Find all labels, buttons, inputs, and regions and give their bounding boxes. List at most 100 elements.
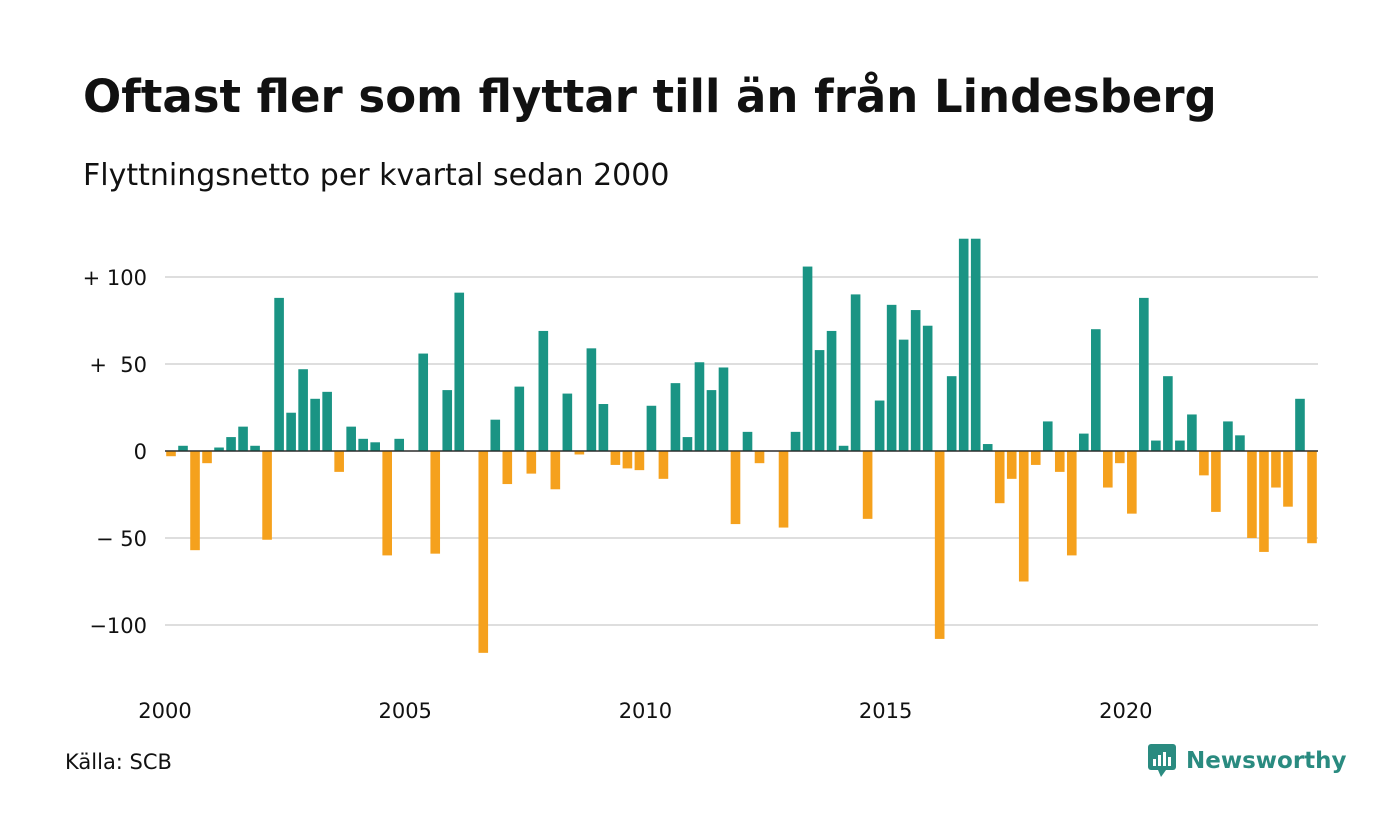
bar [1211, 451, 1221, 512]
bar [706, 390, 717, 451]
brand-logo: Newsworthy [1148, 744, 1347, 778]
chart-title: Oftast fler som flyttar till än från Lin… [83, 70, 1217, 123]
bar [202, 451, 212, 464]
bar [1115, 451, 1125, 464]
newsworthy-logo-icon [1148, 744, 1176, 777]
bar [646, 405, 657, 451]
x-tick-label: 2020 [1099, 699, 1152, 723]
bar [802, 266, 813, 451]
bar [490, 419, 501, 451]
bar [778, 451, 789, 528]
x-tick-label: 2000 [138, 699, 191, 723]
y-tick-label: − 50 [96, 527, 147, 551]
bar [1283, 451, 1293, 507]
bar [1103, 451, 1113, 488]
bar [262, 451, 272, 540]
bar [910, 310, 921, 451]
bar [790, 431, 801, 451]
bar [1271, 451, 1281, 488]
bar [862, 451, 873, 519]
bar [1030, 451, 1041, 465]
bar [718, 367, 729, 451]
bar [1163, 376, 1173, 451]
bar [286, 412, 296, 451]
bar [1175, 440, 1185, 451]
bar [814, 350, 825, 451]
bar [1078, 433, 1089, 451]
bar [850, 294, 861, 451]
bar [1223, 421, 1233, 451]
x-tick-label: 2010 [619, 699, 672, 723]
bar [346, 426, 356, 451]
brand-name: Newsworthy [1186, 748, 1347, 774]
bar [214, 447, 224, 451]
bar [634, 451, 645, 471]
bar [598, 404, 609, 451]
chart-subtitle: Flyttningsnetto per kvartal sedan 2000 [83, 158, 670, 193]
bar [1307, 451, 1317, 544]
bar [1295, 398, 1305, 451]
bar [982, 444, 993, 451]
bar [322, 391, 332, 451]
bar [1247, 451, 1257, 538]
bar [226, 437, 236, 451]
bar [838, 445, 849, 451]
bar [1259, 451, 1269, 552]
bar [394, 438, 405, 451]
bar [370, 442, 380, 451]
bar [454, 292, 465, 451]
bar [898, 339, 909, 451]
bar [1187, 414, 1197, 451]
bar [1006, 451, 1017, 479]
bar [1127, 451, 1137, 514]
y-tick-label: 0 [134, 440, 147, 464]
bar [742, 431, 753, 451]
bar [574, 451, 585, 455]
bar [730, 451, 741, 525]
bar [310, 398, 320, 451]
bar [1018, 451, 1029, 582]
bar [658, 451, 669, 479]
bar [334, 451, 344, 472]
bar [994, 451, 1005, 504]
bar [874, 400, 885, 451]
bar [1066, 451, 1077, 556]
y-tick-label: + 100 [83, 266, 147, 290]
bar [1235, 435, 1245, 451]
bar [538, 330, 549, 451]
bar [382, 451, 392, 556]
bar [238, 426, 248, 451]
bar [754, 451, 765, 464]
bar [1091, 329, 1101, 451]
bar [526, 451, 537, 474]
bar [610, 451, 621, 465]
source-note: Källa: SCB [65, 750, 172, 774]
bar [514, 386, 525, 451]
bar [682, 437, 693, 451]
bar [298, 369, 308, 451]
bar [1054, 451, 1065, 472]
bar [190, 451, 200, 551]
bar [418, 353, 429, 451]
bar [1151, 440, 1161, 451]
bar [886, 304, 897, 451]
bar [946, 376, 957, 451]
bar [826, 330, 837, 451]
x-tick-label: 2015 [859, 699, 912, 723]
bar [586, 348, 597, 451]
bar [178, 445, 188, 451]
bar [430, 451, 441, 554]
bar [166, 451, 176, 457]
bar [922, 325, 933, 451]
bar [274, 297, 284, 451]
bar [958, 238, 969, 451]
bar [502, 451, 513, 485]
bar [550, 451, 561, 490]
x-tick-label: 2005 [378, 699, 431, 723]
bar [970, 238, 981, 451]
bar [478, 451, 489, 653]
y-tick-label: + 50 [89, 353, 147, 377]
bar [442, 390, 453, 451]
y-tick-label: −100 [89, 614, 147, 638]
